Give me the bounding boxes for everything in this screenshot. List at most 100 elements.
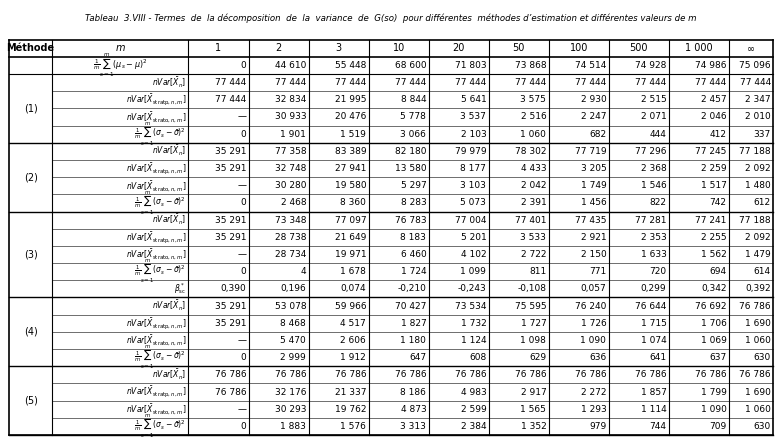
Text: 76 786: 76 786	[275, 370, 306, 379]
Text: 83 389: 83 389	[334, 147, 366, 156]
Text: 500: 500	[629, 43, 648, 53]
Text: 682: 682	[589, 130, 606, 139]
Text: 1 480: 1 480	[745, 181, 771, 190]
Text: 647: 647	[409, 353, 426, 362]
Text: 6 460: 6 460	[401, 250, 426, 259]
Text: $nVar[\bar{X}_{\mathrm{strato},n,m}]$: $nVar[\bar{X}_{\mathrm{strato},n,m}]$	[126, 110, 186, 124]
Text: 709: 709	[709, 422, 726, 431]
Text: $nVar[\bar{X}_n]$: $nVar[\bar{X}_n]$	[152, 299, 186, 313]
Text: 1 546: 1 546	[640, 181, 666, 190]
Text: (4): (4)	[23, 327, 37, 337]
Text: 55 448: 55 448	[335, 61, 366, 70]
Text: 77 281: 77 281	[635, 216, 666, 225]
Text: 1 074: 1 074	[640, 336, 666, 345]
Text: $nVar[\bar{X}_{\mathrm{strato},n,m}]$: $nVar[\bar{X}_{\mathrm{strato},n,m}]$	[126, 334, 186, 347]
Text: 77 245: 77 245	[695, 147, 726, 156]
Text: 8 360: 8 360	[341, 198, 366, 207]
Text: 32 748: 32 748	[275, 164, 306, 173]
Text: 21 649: 21 649	[335, 233, 366, 242]
Text: 19 762: 19 762	[335, 405, 366, 414]
Text: 1 576: 1 576	[341, 422, 366, 431]
Text: 77 004: 77 004	[455, 216, 487, 225]
Text: 32 176: 32 176	[275, 388, 306, 396]
Text: $nVar[\bar{X}_{\mathrm{stratp},n,m}]$: $nVar[\bar{X}_{\mathrm{stratp},n,m}]$	[126, 316, 186, 330]
Text: 1 099: 1 099	[461, 267, 487, 276]
Text: 19 971: 19 971	[334, 250, 366, 259]
Text: $m$: $m$	[115, 43, 126, 53]
Text: 1 090: 1 090	[701, 405, 726, 414]
Text: 2 606: 2 606	[341, 336, 366, 345]
Text: 76 786: 76 786	[575, 370, 606, 379]
Text: 4: 4	[301, 267, 306, 276]
Text: 68 600: 68 600	[394, 61, 426, 70]
Text: 30 293: 30 293	[275, 405, 306, 414]
Text: 0: 0	[241, 267, 246, 276]
Text: 614: 614	[754, 267, 771, 276]
Text: 76 786: 76 786	[455, 370, 487, 379]
Text: 5 201: 5 201	[461, 233, 487, 242]
Text: 3 537: 3 537	[461, 113, 487, 121]
Text: 76 786: 76 786	[740, 302, 771, 311]
Text: 8 183: 8 183	[401, 233, 426, 242]
Text: -0,243: -0,243	[458, 284, 487, 293]
Text: -0,210: -0,210	[398, 284, 426, 293]
Text: 21 995: 21 995	[335, 95, 366, 104]
Text: 694: 694	[709, 267, 726, 276]
Text: 2 921: 2 921	[581, 233, 606, 242]
Text: 1 726: 1 726	[580, 319, 606, 328]
Text: $\frac{1}{m}\sum_{s=1}^{m}(\sigma_s - \bar{\sigma})^2$: $\frac{1}{m}\sum_{s=1}^{m}(\sigma_s - \b…	[134, 120, 186, 148]
Text: 82 180: 82 180	[394, 147, 426, 156]
Text: 74 928: 74 928	[635, 61, 666, 70]
Text: 8 283: 8 283	[401, 198, 426, 207]
Text: 612: 612	[754, 198, 771, 207]
Text: 2: 2	[276, 43, 282, 53]
Text: 979: 979	[589, 422, 606, 431]
Text: 20 476: 20 476	[335, 113, 366, 121]
Text: 3 066: 3 066	[401, 130, 426, 139]
Text: 2 917: 2 917	[521, 388, 547, 396]
Text: $\frac{1}{m}\sum_{s=1}^{m}(\sigma_s - \bar{\sigma})^2$: $\frac{1}{m}\sum_{s=1}^{m}(\sigma_s - \b…	[134, 258, 186, 285]
Text: 1 727: 1 727	[521, 319, 547, 328]
Text: 2 103: 2 103	[461, 130, 487, 139]
Text: 2 150: 2 150	[580, 250, 606, 259]
Text: 21 337: 21 337	[335, 388, 366, 396]
Text: 76 644: 76 644	[635, 302, 666, 311]
Text: 2 457: 2 457	[701, 95, 726, 104]
Text: $\beta^*_{\mathrm{sc}}$: $\beta^*_{\mathrm{sc}}$	[174, 281, 186, 296]
Text: 2 722: 2 722	[521, 250, 547, 259]
Text: —: —	[237, 113, 246, 121]
Text: 720: 720	[649, 267, 666, 276]
Text: 8 177: 8 177	[461, 164, 487, 173]
Text: 4 433: 4 433	[521, 164, 547, 173]
Text: —: —	[237, 250, 246, 259]
Text: 641: 641	[649, 353, 666, 362]
Text: 2 999: 2 999	[280, 353, 306, 362]
Text: 73 534: 73 534	[455, 302, 487, 311]
Text: 3 205: 3 205	[580, 164, 606, 173]
Text: 1 090: 1 090	[580, 336, 606, 345]
Text: 28 734: 28 734	[275, 250, 306, 259]
Text: 77 097: 77 097	[334, 216, 366, 225]
Text: 2 930: 2 930	[580, 95, 606, 104]
Text: 412: 412	[709, 130, 726, 139]
Text: 2 247: 2 247	[581, 113, 606, 121]
Text: 0: 0	[241, 61, 246, 70]
Text: $nVar[\bar{X}_n]$: $nVar[\bar{X}_n]$	[152, 368, 186, 382]
Text: 77 188: 77 188	[740, 147, 771, 156]
Text: 2 046: 2 046	[701, 113, 726, 121]
Text: 76 786: 76 786	[695, 370, 726, 379]
Text: 630: 630	[754, 353, 771, 362]
Text: 77 401: 77 401	[515, 216, 547, 225]
Text: 1 901: 1 901	[280, 130, 306, 139]
Text: 0,342: 0,342	[701, 284, 726, 293]
Text: $nVar[\bar{X}_{\mathrm{stratp},n,m}]$: $nVar[\bar{X}_{\mathrm{stratp},n,m}]$	[126, 161, 186, 176]
Text: 35 291: 35 291	[215, 164, 246, 173]
Text: 1 293: 1 293	[580, 405, 606, 414]
Text: 76 786: 76 786	[334, 370, 366, 379]
Text: 2 347: 2 347	[745, 95, 771, 104]
Text: 1 114: 1 114	[640, 405, 666, 414]
Text: 2 368: 2 368	[640, 164, 666, 173]
Text: 1 678: 1 678	[341, 267, 366, 276]
Text: 35 291: 35 291	[215, 216, 246, 225]
Text: 77 444: 77 444	[215, 95, 246, 104]
